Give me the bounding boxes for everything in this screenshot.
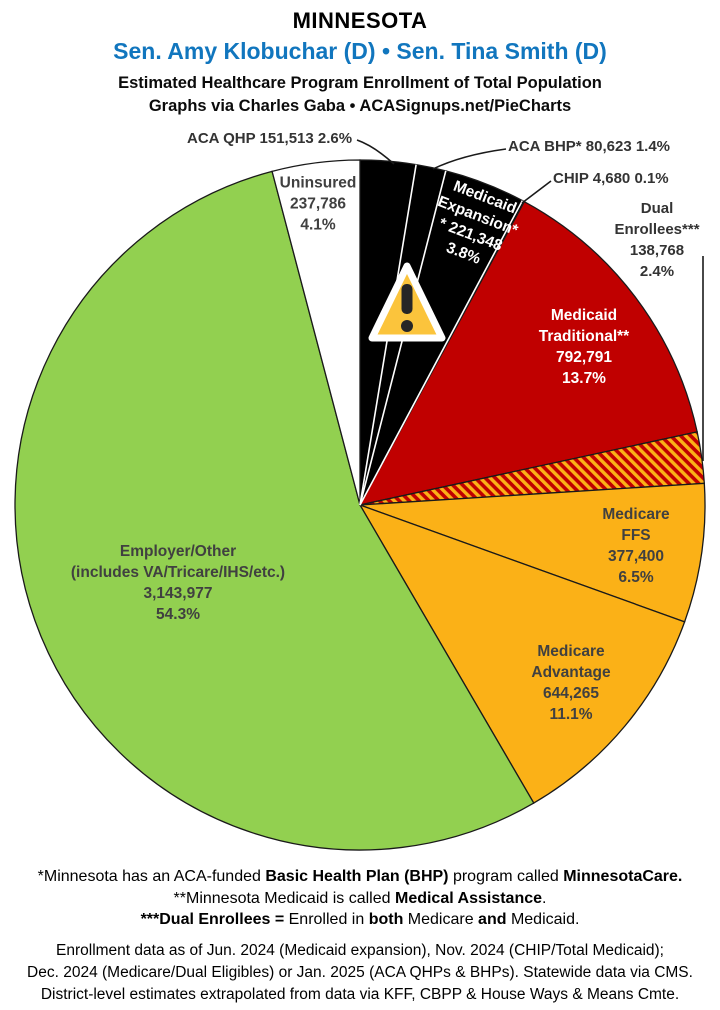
pie-slice-medicare-advantage [358,503,686,804]
label-aca-bhp: ACA BHP* 80,623 1.4% [508,138,671,155]
label-chip: CHIP 4,680 0.1% [553,170,669,187]
credit-line: Graphs via Charles Gaba • ACASignups.net… [148,97,572,115]
pie-slice-medicaid-traditional [358,200,698,506]
footnote-medicaid: **Minnesota Medicaid is called Medical A… [173,889,547,907]
pie-slice-uninsured [271,159,361,506]
callout-line-aca-bhp [432,148,507,170]
pie-slice-medicare-ffs [359,482,706,623]
senators-line: Sen. Amy Klobuchar (D) • Sen. Tina Smith… [113,38,607,64]
footnote-dual: ***Dual Enrollees = Enrolled in both Med… [140,911,580,928]
callout-line-chip [521,180,552,204]
label-employer-other: Employer/Other (includes VA/Tricare/IHS/… [70,543,286,623]
label-medicare-ffs: Medicare FFS 377,400 6.5% [602,506,670,586]
callout-line-aca-qhp [356,139,395,165]
label-uninsured: Uninsured 237,786 4.1% [279,174,357,234]
source-note: Enrollment data as of Jun. 2024 (Medicai… [0,940,720,1006]
warning-icon [368,262,446,342]
source-line: District-level estimates extrapolated fr… [40,986,680,1003]
source-line: Enrollment data as of Jun. 2024 (Medicai… [56,942,664,959]
label-medicare-advantage: Medicare Advantage 644,265 11.1% [531,643,611,723]
footnote-bhp: *Minnesota has an ACA-funded Basic Healt… [37,868,683,885]
source-line: Dec. 2024 (Medicare/Dual Eligibles) or J… [27,964,693,981]
label-aca-qhp: ACA QHP 151,513 2.6% [187,130,353,147]
callout-lines [356,139,704,461]
page-title: MINNESOTA [292,8,428,33]
label-dual-enrollees: Dual Enrollees*** 138,768 2.4% [614,200,700,280]
warning-exclamation-dot [401,320,413,332]
pie-slice-employer-other-includes-va-tricare-ihs-etc [14,170,535,851]
label-medicaid-traditional: Medicaid Traditional** 792,791 13.7% [538,307,630,387]
subtitle: Estimated Healthcare Program Enrollment … [118,74,602,92]
footnotes: *Minnesota has an ACA-funded Basic Healt… [0,866,720,931]
warning-exclamation-bar [401,284,413,314]
slice-divider [359,200,524,506]
